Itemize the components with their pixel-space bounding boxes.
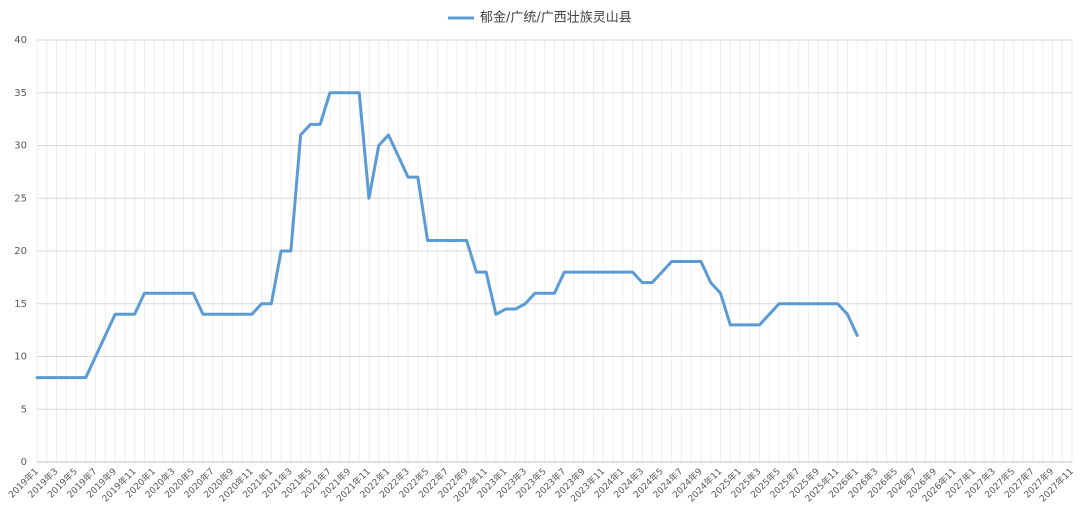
y-tick-label: 35 (14, 88, 27, 99)
y-tick-label: 25 (14, 193, 27, 204)
y-tick-label: 5 (21, 404, 27, 415)
series-line (35, 91, 859, 380)
y-tick-label: 10 (14, 352, 27, 363)
legend-text: 郁金/广统/广西壮族灵山县 (480, 10, 632, 26)
y-tick-label: 40 (14, 35, 27, 46)
y-tick-label: 15 (14, 299, 27, 310)
y-tick-label: 30 (14, 141, 27, 152)
y-tick-label: 20 (14, 246, 27, 257)
y-tick-label: 0 (21, 457, 27, 468)
